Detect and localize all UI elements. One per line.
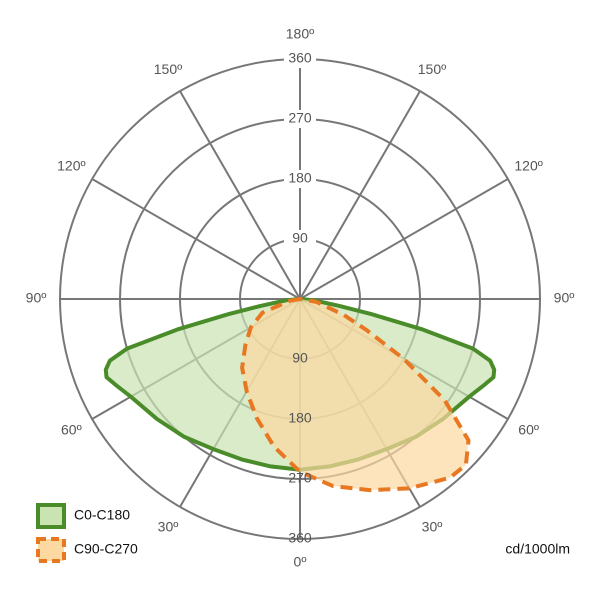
spoke — [299, 178, 509, 300]
label-bg — [284, 230, 316, 248]
radial-tick-label: 180 — [288, 410, 312, 426]
radial-tick-label: 360 — [288, 530, 312, 546]
unit-label: cd/1000lm — [505, 541, 570, 557]
legend-swatch — [36, 503, 66, 529]
radial-tick-label: 90 — [292, 230, 308, 246]
angle-label: 60º — [61, 422, 82, 438]
curves — [103, 297, 497, 493]
radial-tick-label: 360 — [288, 50, 312, 66]
angle-label: 180º — [286, 26, 314, 42]
angle-label: 150º — [418, 61, 446, 77]
radial-tick-label: 90 — [292, 350, 308, 366]
intensity-curve — [240, 297, 471, 493]
labels: 0º 30º 30º 60º 60º 90º 90º 120º 120º 150º 150º 180º… — [26, 26, 575, 570]
spoke — [91, 178, 301, 300]
spoke — [299, 90, 421, 300]
label-bg — [284, 50, 316, 68]
angle-label: 90º — [554, 290, 575, 306]
angle-label: 90º — [26, 290, 47, 306]
spoke — [179, 90, 301, 300]
angle-label: 30º — [422, 518, 443, 534]
label-bg — [284, 110, 316, 128]
radial-tick-label: 180 — [288, 170, 312, 186]
legend-swatch — [36, 537, 66, 563]
legend-label: C0-C180 — [74, 507, 130, 523]
angle-label: 60º — [518, 422, 539, 438]
radial-tick-label: 270 — [288, 110, 312, 126]
angle-label: 120º — [57, 158, 85, 174]
angle-label: 30º — [158, 518, 179, 534]
angle-label: 120º — [514, 158, 542, 174]
angle-label: 150º — [154, 61, 182, 77]
radial-tick-label: 270 — [288, 470, 312, 486]
grid — [59, 58, 541, 540]
label-bg — [284, 170, 316, 188]
angle-label: 0º — [294, 554, 307, 570]
legend-label: C90-C270 — [74, 541, 138, 557]
